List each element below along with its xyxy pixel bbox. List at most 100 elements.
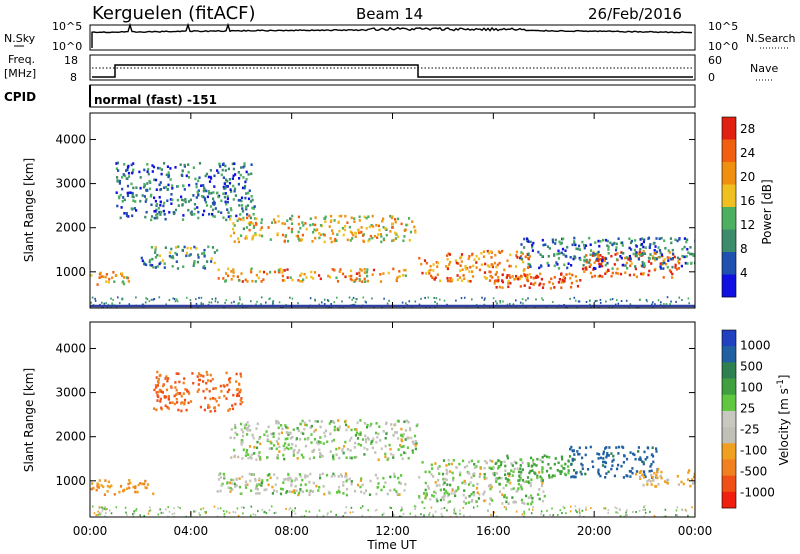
power-cell-5-25 (450, 279, 453, 283)
power-cell-3-39 (353, 220, 356, 223)
velocity-cell-1-149 (169, 385, 173, 388)
power-cell-1-150 (193, 207, 196, 211)
velocity-cell-4-65 (421, 500, 424, 504)
power-cell-8-208 (585, 258, 588, 262)
power-cell-8-19 (621, 244, 624, 247)
power-cell-6-26 (563, 279, 566, 283)
power-cell-1-30 (158, 167, 161, 170)
velocity-cell-1-107 (219, 384, 222, 388)
power-cell-1-231 (187, 163, 190, 166)
velocity-cell-0-22 (119, 485, 123, 488)
power-cell-6-25 (565, 273, 568, 276)
power-cell-5-155 (515, 250, 519, 254)
velocity-cell-2-274 (370, 442, 373, 445)
power-cell-5-141 (473, 258, 476, 261)
power-noise-42 (418, 303, 421, 306)
velocity-cell-5-70 (535, 464, 538, 467)
power-cell-3-162 (330, 214, 333, 218)
velocity-cell-2-45 (277, 437, 280, 440)
velocity-cell-2-264 (242, 448, 245, 452)
power-cell-8-238 (615, 242, 618, 246)
power-cell-1-324 (166, 165, 169, 168)
power-cell-8-140 (544, 243, 547, 246)
power-cell-1-195 (237, 182, 240, 186)
power-noise-149 (403, 306, 405, 308)
power-cell-2-9 (140, 256, 143, 260)
velocity-noise-204 (148, 510, 151, 513)
nsearch-tick-top: 10^5 (708, 20, 738, 33)
power-cell-8-187 (566, 245, 569, 249)
velocity-cell-2-256 (272, 432, 275, 435)
freq-label: Freq. (8, 53, 35, 66)
power-cell-4-75 (354, 279, 357, 282)
power-cell-8-15 (607, 245, 610, 249)
power-cell-8-106 (578, 248, 581, 251)
power-cell-3-210 (367, 215, 370, 218)
power-cell-1-7 (127, 215, 130, 218)
power-cell-3-31 (343, 228, 346, 232)
velocity-cell-3-59 (267, 483, 270, 487)
velocity-noise-17 (335, 513, 337, 516)
power-cell-3-59 (391, 239, 394, 243)
velocity-cell-2-33 (363, 422, 366, 425)
velocity-cell-2-163 (308, 419, 311, 423)
velocity-cell-4-87 (442, 459, 446, 462)
velocity-cell-4-43 (491, 499, 494, 502)
power-cell-1-71 (147, 172, 150, 176)
power-noise-147 (515, 299, 517, 302)
velocity-cell-3-111 (398, 481, 401, 484)
velocity-cbar-tick-0: 1000 (740, 339, 771, 353)
velocity-cell-2-153 (403, 420, 406, 423)
power-cbar-swatch-7 (722, 274, 736, 298)
power-cell-1-265 (131, 191, 134, 195)
power-cell-4-113 (262, 270, 266, 274)
power-cell-1-138 (224, 192, 227, 195)
power-cell-0-10 (121, 272, 124, 275)
velocity-cell-3-156 (399, 482, 402, 485)
velocity-cell-3-27 (287, 477, 290, 480)
power-noise-110 (309, 297, 312, 300)
power-noise-13 (508, 303, 511, 305)
velocity-cell-1-80 (214, 387, 217, 390)
power-cell-1-216 (153, 178, 156, 182)
velocity-cell-1-49 (156, 394, 159, 397)
velocity-cell-5-74 (545, 469, 549, 473)
power-cell-3-22 (331, 232, 335, 235)
velocity-cell-2-216 (404, 438, 407, 441)
power-cell-1-104 (174, 166, 177, 169)
velocity-cell-3-128 (397, 476, 400, 480)
velocity-cell-2-293 (343, 445, 346, 448)
power-cell-1-59 (230, 208, 233, 212)
velocity-cell-2-85 (364, 438, 368, 441)
velocity-cell-3-49 (258, 483, 261, 486)
velocity-cell-3-127 (319, 476, 322, 480)
power-cell-4-42 (395, 278, 398, 281)
velocity-noise-124 (530, 512, 533, 515)
velocity-cell-2-265 (285, 446, 288, 450)
power-cell-4-15 (358, 271, 361, 275)
power-cell-3-85 (254, 233, 257, 237)
power-cell-3-84 (311, 240, 314, 243)
power-cell-3-141 (381, 219, 384, 223)
power-cell-1-313 (244, 180, 247, 184)
power-cell-7-22 (614, 253, 617, 256)
power-cell-3-82 (382, 217, 385, 221)
velocity-cell-6-75 (613, 474, 616, 478)
power-noise-230 (589, 303, 591, 306)
power-cell-1-166 (230, 190, 233, 193)
power-cell-6-7 (519, 285, 522, 288)
power-noise-55 (611, 298, 614, 301)
power-cell-7-12 (616, 252, 619, 255)
power-cell-8-223 (640, 237, 643, 240)
power-cell-8-46 (605, 257, 608, 260)
power-cell-1-130 (159, 204, 162, 207)
velocity-cell-4-140 (478, 493, 481, 496)
power-cell-3-223 (360, 226, 363, 229)
power-cell-4-80 (351, 278, 354, 282)
power-cell-8-57 (553, 264, 556, 268)
power-cell-2-45 (152, 265, 155, 269)
power-cell-4-87 (364, 280, 367, 283)
velocity-cell-1-3 (212, 387, 215, 390)
power-cell-1-282 (226, 185, 229, 188)
